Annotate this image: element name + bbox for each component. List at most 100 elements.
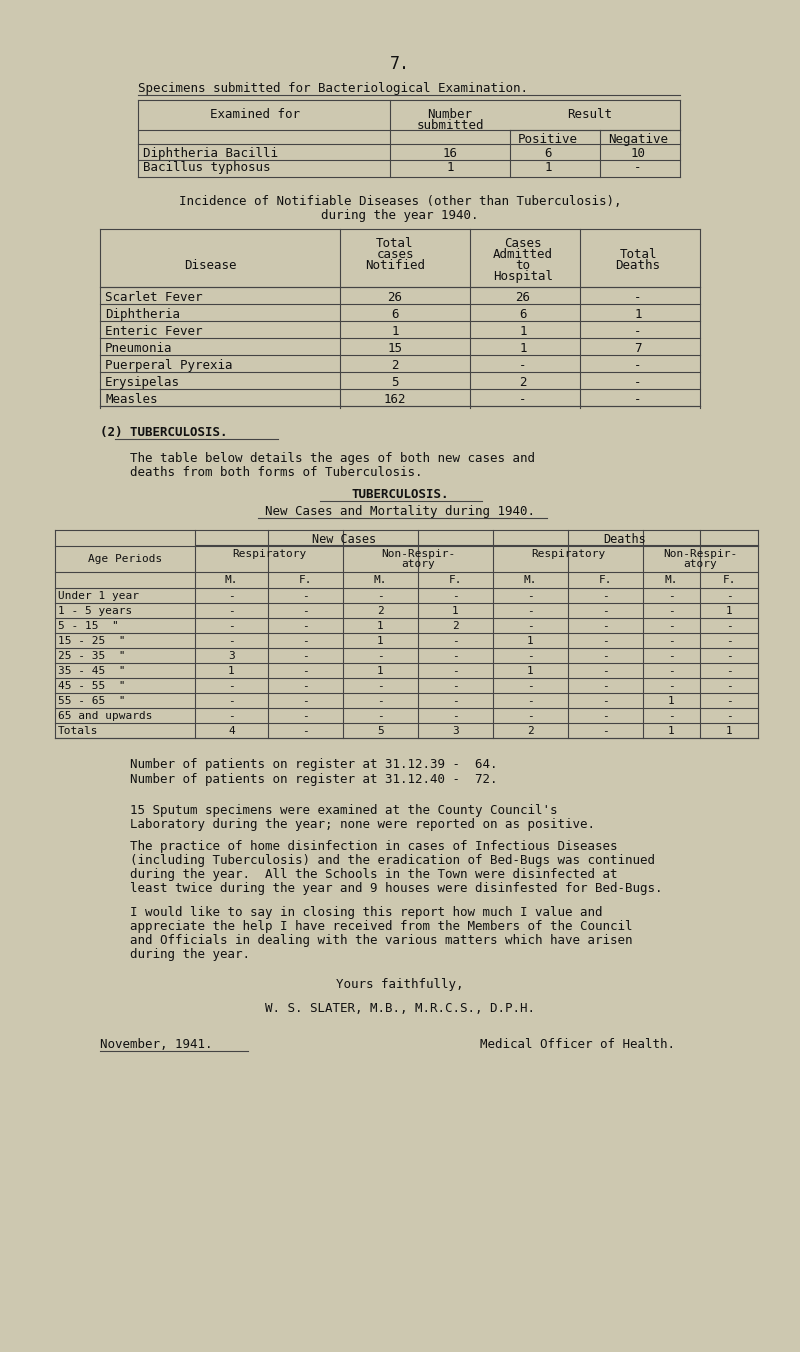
Text: -: - [452, 635, 459, 646]
Text: and Officials in dealing with the various matters which have arisen: and Officials in dealing with the variou… [130, 934, 633, 946]
Text: -: - [527, 696, 534, 706]
Text: Non-Respir-: Non-Respir- [663, 549, 737, 558]
Text: 2: 2 [527, 726, 534, 735]
Text: -: - [602, 652, 609, 661]
Text: 1: 1 [377, 621, 384, 631]
Text: Deaths: Deaths [615, 260, 661, 272]
Text: 55 - 65  ": 55 - 65 " [58, 696, 126, 706]
Text: 1: 1 [228, 667, 235, 676]
Text: -: - [228, 681, 235, 691]
Text: -: - [452, 667, 459, 676]
Text: 15 Sputum specimens were examined at the County Council's: 15 Sputum specimens were examined at the… [130, 804, 558, 817]
Text: to: to [515, 260, 530, 272]
Text: TUBERCULOSIS.: TUBERCULOSIS. [351, 488, 449, 502]
Text: 65 and upwards: 65 and upwards [58, 711, 153, 721]
Text: -: - [377, 591, 384, 602]
Text: Bacillus typhosus: Bacillus typhosus [143, 161, 270, 174]
Text: 25 - 35  ": 25 - 35 " [58, 652, 126, 661]
Text: M.: M. [225, 575, 238, 585]
Text: 1: 1 [668, 696, 675, 706]
Text: -: - [668, 711, 675, 721]
Text: Medical Officer of Health.: Medical Officer of Health. [480, 1038, 675, 1051]
Text: 6: 6 [544, 147, 552, 160]
Text: Puerperal Pyrexia: Puerperal Pyrexia [105, 360, 233, 372]
Text: -: - [602, 621, 609, 631]
Text: 1: 1 [377, 635, 384, 646]
Text: -: - [602, 635, 609, 646]
Text: M.: M. [665, 575, 678, 585]
Text: Respiratory: Respiratory [232, 549, 306, 558]
Text: -: - [634, 291, 642, 304]
Text: -: - [668, 681, 675, 691]
Text: Notified: Notified [365, 260, 425, 272]
Text: Respiratory: Respiratory [531, 549, 605, 558]
Text: -: - [602, 591, 609, 602]
Text: -: - [228, 711, 235, 721]
Text: 6: 6 [519, 308, 526, 320]
Text: (2) TUBERCULOSIS.: (2) TUBERCULOSIS. [100, 426, 227, 439]
Text: Totals: Totals [58, 726, 98, 735]
Text: -: - [377, 696, 384, 706]
Text: -: - [452, 681, 459, 691]
Text: Positive: Positive [518, 132, 578, 146]
Text: 3: 3 [452, 726, 459, 735]
Text: -: - [527, 606, 534, 617]
Text: 1: 1 [452, 606, 459, 617]
Text: Non-Respir-: Non-Respir- [381, 549, 455, 558]
Text: 1: 1 [519, 342, 526, 356]
Text: New Cases: New Cases [312, 533, 376, 546]
Text: 15 - 25  ": 15 - 25 " [58, 635, 126, 646]
Text: 1: 1 [544, 161, 552, 174]
Text: -: - [602, 681, 609, 691]
Text: -: - [668, 606, 675, 617]
Text: submitted: submitted [416, 119, 484, 132]
Text: atory: atory [401, 558, 435, 569]
Text: The practice of home disinfection in cases of Infectious Diseases: The practice of home disinfection in cas… [130, 840, 618, 853]
Text: -: - [726, 635, 732, 646]
Text: 35 - 45  ": 35 - 45 " [58, 667, 126, 676]
Text: Age Periods: Age Periods [88, 554, 162, 564]
Text: -: - [377, 681, 384, 691]
Text: -: - [726, 591, 732, 602]
Text: -: - [519, 360, 526, 372]
Text: 16: 16 [442, 147, 458, 160]
Text: Cases: Cases [504, 237, 542, 250]
Text: cases: cases [376, 247, 414, 261]
Text: Disease: Disease [184, 260, 236, 272]
Text: Laboratory during the year; none were reported on as positive.: Laboratory during the year; none were re… [130, 818, 595, 831]
Text: 45 - 55  ": 45 - 55 " [58, 681, 126, 691]
Text: 1 - 5 years: 1 - 5 years [58, 606, 132, 617]
Text: -: - [302, 652, 309, 661]
Text: Negative: Negative [608, 132, 668, 146]
Text: -: - [527, 711, 534, 721]
Text: -: - [302, 681, 309, 691]
Text: -: - [302, 635, 309, 646]
Text: 1: 1 [726, 726, 732, 735]
Text: 7: 7 [634, 342, 642, 356]
Text: -: - [302, 621, 309, 631]
Text: atory: atory [683, 558, 717, 569]
Text: Enteric Fever: Enteric Fever [105, 324, 202, 338]
Text: 3: 3 [228, 652, 235, 661]
Text: Total: Total [376, 237, 414, 250]
Text: -: - [726, 652, 732, 661]
Text: 1: 1 [527, 667, 534, 676]
Text: -: - [452, 652, 459, 661]
Text: 1: 1 [726, 606, 732, 617]
Text: M.: M. [524, 575, 538, 585]
Text: Diphtheria: Diphtheria [105, 308, 180, 320]
Text: The table below details the ages of both new cases and: The table below details the ages of both… [130, 452, 535, 465]
Text: -: - [302, 606, 309, 617]
Text: -: - [302, 591, 309, 602]
Text: -: - [452, 591, 459, 602]
Text: -: - [634, 324, 642, 338]
Text: 162: 162 [384, 393, 406, 406]
Text: -: - [668, 591, 675, 602]
Text: M.: M. [374, 575, 387, 585]
Text: 1: 1 [391, 324, 398, 338]
Text: W. S. SLATER, M.B., M.R.C.S., D.P.H.: W. S. SLATER, M.B., M.R.C.S., D.P.H. [265, 1002, 535, 1015]
Text: least twice during the year and 9 houses were disinfested for Bed-Bugs.: least twice during the year and 9 houses… [130, 882, 662, 895]
Text: during the year 1940.: during the year 1940. [322, 210, 478, 222]
Text: F.: F. [722, 575, 736, 585]
Text: Number: Number [427, 108, 473, 120]
